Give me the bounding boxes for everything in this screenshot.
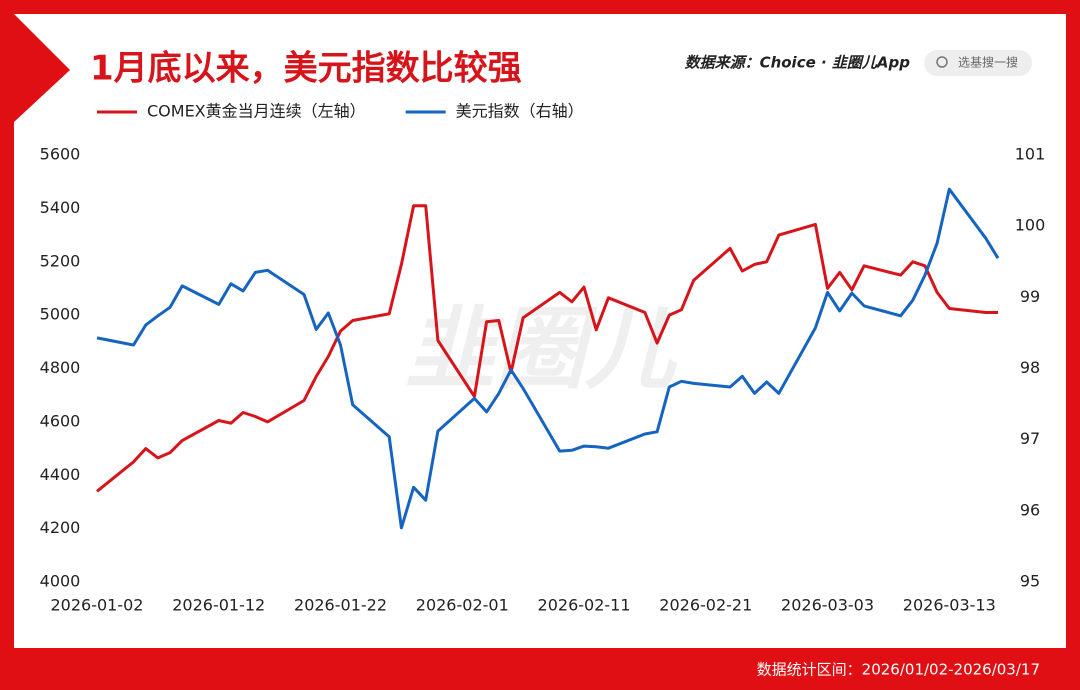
legend-label: 美元指数（右轴） (456, 102, 584, 121)
y2-tick-label: 98 (1020, 358, 1040, 377)
y-tick-label: 4800 (40, 358, 81, 377)
x-tick-label: 2026-02-11 (538, 596, 631, 615)
search-box[interactable] (924, 50, 1032, 76)
source: 数据来源：Choice · 韭圈儿App (685, 54, 911, 72)
y2-tick-label: 97 (1020, 429, 1040, 448)
y2-tick-label: 95 (1020, 572, 1040, 591)
corner-mark (14, 14, 70, 122)
y-tick-label: 5600 (40, 145, 81, 164)
y-tick-label: 4400 (40, 465, 81, 484)
y-tick-label: 5400 (40, 198, 81, 217)
x-tick-label: 2026-03-03 (781, 596, 874, 615)
x-tick-label: 2026-01-22 (294, 596, 387, 615)
x-tick-label: 2026-02-21 (659, 596, 752, 615)
y2-tick-label: 99 (1020, 287, 1040, 306)
line-series (96, 187, 1000, 530)
search-icon (936, 56, 948, 68)
y-tick-label: 4600 (40, 411, 81, 430)
line-series (96, 204, 998, 493)
y2-tick-label: 101 (1015, 145, 1046, 164)
y-tick-label: 5200 (40, 251, 81, 270)
panel (14, 14, 1066, 648)
x-tick-label: 2026-02-01 (416, 596, 509, 615)
footer: 数据统计区间：2026/01/02-2026/03/17 (757, 661, 1040, 679)
y-tick-label: 5000 (40, 305, 81, 324)
y2-tick-label: 100 (1015, 216, 1046, 235)
watermark: 韭圈儿 (405, 297, 678, 402)
y-tick-label: 4200 (40, 518, 81, 537)
x-tick-label: 2026-03-13 (903, 596, 996, 615)
legend-label: COMEX黄金当月连续（左轴） (147, 102, 366, 121)
chart-title: 1月底以来，美元指数比较强 (90, 49, 522, 89)
x-tick-label: 2026-01-02 (51, 596, 144, 615)
y2-tick-label: 96 (1020, 500, 1040, 519)
x-tick-label: 2026-01-12 (172, 596, 265, 615)
search-text[interactable]: 选基搜一搜 (958, 55, 1018, 70)
y-tick-label: 4000 (40, 572, 81, 591)
